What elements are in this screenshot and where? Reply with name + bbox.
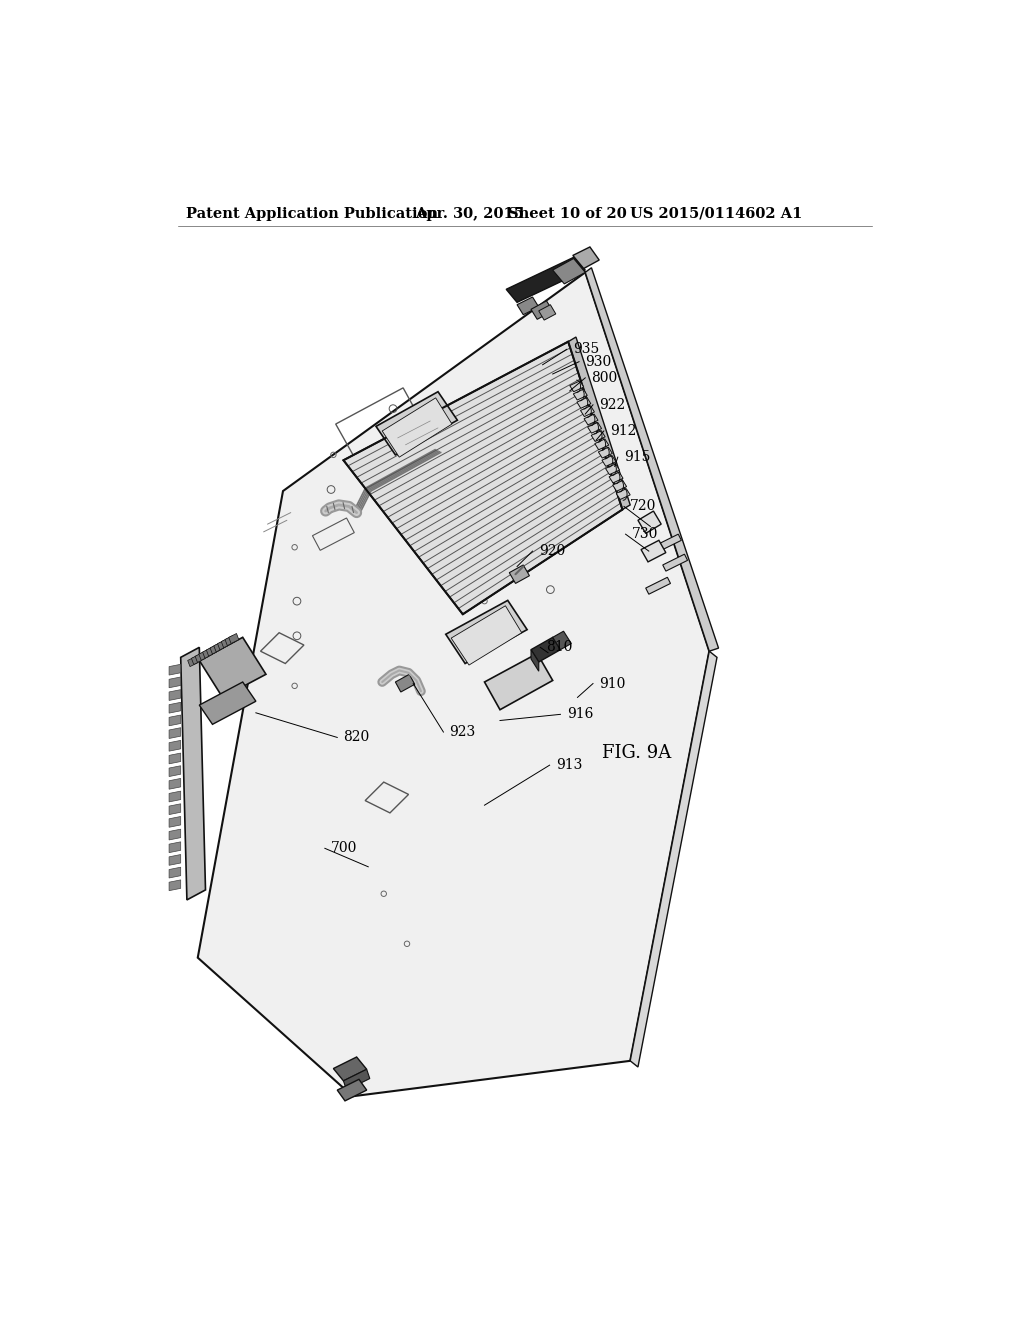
- Polygon shape: [337, 1080, 367, 1101]
- Polygon shape: [577, 397, 591, 408]
- Polygon shape: [169, 754, 180, 764]
- Polygon shape: [605, 463, 620, 475]
- Polygon shape: [656, 535, 681, 552]
- Polygon shape: [445, 601, 527, 664]
- Text: 935: 935: [572, 342, 599, 356]
- Polygon shape: [517, 297, 539, 314]
- Polygon shape: [641, 540, 666, 562]
- Polygon shape: [169, 867, 180, 878]
- Polygon shape: [169, 677, 180, 688]
- Polygon shape: [169, 702, 180, 713]
- Polygon shape: [584, 414, 598, 425]
- Polygon shape: [169, 854, 180, 866]
- Polygon shape: [568, 337, 630, 510]
- Polygon shape: [210, 644, 220, 653]
- Text: 916: 916: [566, 708, 593, 721]
- Polygon shape: [553, 259, 586, 284]
- Polygon shape: [169, 817, 180, 828]
- Polygon shape: [630, 651, 717, 1067]
- Polygon shape: [169, 664, 180, 675]
- Polygon shape: [343, 1069, 370, 1090]
- Polygon shape: [198, 272, 710, 1096]
- Polygon shape: [199, 651, 209, 660]
- Polygon shape: [187, 656, 198, 667]
- Polygon shape: [169, 727, 180, 738]
- Text: 930: 930: [586, 355, 611, 368]
- Polygon shape: [569, 381, 584, 392]
- Polygon shape: [572, 247, 599, 268]
- Polygon shape: [169, 766, 180, 776]
- Polygon shape: [214, 642, 224, 652]
- Polygon shape: [452, 606, 521, 665]
- Text: 700: 700: [331, 841, 357, 855]
- Text: 730: 730: [632, 527, 658, 541]
- Text: 915: 915: [624, 450, 650, 465]
- Polygon shape: [169, 779, 180, 789]
- Polygon shape: [228, 634, 239, 644]
- Polygon shape: [200, 682, 256, 725]
- Polygon shape: [382, 397, 452, 457]
- Text: Patent Application Publication: Patent Application Publication: [186, 207, 438, 220]
- Polygon shape: [207, 645, 216, 656]
- Polygon shape: [169, 689, 180, 701]
- Polygon shape: [376, 392, 458, 455]
- Polygon shape: [591, 430, 605, 441]
- Polygon shape: [616, 488, 630, 499]
- Polygon shape: [609, 473, 623, 483]
- Polygon shape: [196, 652, 205, 663]
- Polygon shape: [484, 653, 553, 710]
- Text: 922: 922: [599, 397, 626, 412]
- Polygon shape: [539, 305, 556, 321]
- Polygon shape: [203, 648, 213, 659]
- Text: 810: 810: [547, 640, 572, 655]
- Polygon shape: [169, 715, 180, 726]
- Polygon shape: [509, 565, 529, 583]
- Polygon shape: [663, 554, 687, 572]
- Text: 920: 920: [539, 544, 565, 558]
- Text: FIG. 9A: FIG. 9A: [602, 743, 672, 762]
- Polygon shape: [646, 577, 671, 594]
- Polygon shape: [169, 804, 180, 814]
- Polygon shape: [553, 631, 571, 649]
- Polygon shape: [169, 829, 180, 840]
- Polygon shape: [180, 647, 206, 900]
- Polygon shape: [395, 675, 415, 692]
- Polygon shape: [598, 447, 612, 458]
- Polygon shape: [191, 655, 202, 664]
- Polygon shape: [581, 405, 594, 417]
- Polygon shape: [638, 511, 662, 533]
- Polygon shape: [612, 480, 627, 491]
- Text: US 2015/0114602 A1: US 2015/0114602 A1: [630, 207, 803, 220]
- Polygon shape: [588, 422, 601, 433]
- Polygon shape: [334, 1057, 367, 1081]
- Text: 912: 912: [610, 424, 637, 438]
- Polygon shape: [586, 268, 719, 651]
- Polygon shape: [573, 389, 588, 400]
- Polygon shape: [217, 640, 227, 649]
- Text: 820: 820: [343, 730, 370, 744]
- Polygon shape: [506, 257, 586, 302]
- Polygon shape: [602, 455, 615, 466]
- Polygon shape: [200, 638, 266, 697]
- Polygon shape: [169, 791, 180, 801]
- Polygon shape: [531, 301, 553, 319]
- Text: 913: 913: [556, 758, 583, 772]
- Text: Sheet 10 of 20: Sheet 10 of 20: [508, 207, 627, 220]
- Polygon shape: [225, 636, 236, 645]
- Polygon shape: [169, 880, 180, 891]
- Polygon shape: [221, 638, 231, 648]
- Polygon shape: [343, 342, 623, 614]
- Text: 720: 720: [630, 499, 656, 513]
- Polygon shape: [169, 741, 180, 751]
- Text: 923: 923: [450, 725, 476, 739]
- Polygon shape: [169, 842, 180, 853]
- Polygon shape: [531, 638, 560, 663]
- Text: 910: 910: [599, 677, 626, 690]
- Text: Apr. 30, 2015: Apr. 30, 2015: [415, 207, 523, 220]
- Polygon shape: [595, 440, 608, 450]
- Polygon shape: [531, 649, 539, 671]
- Text: 800: 800: [592, 371, 617, 385]
